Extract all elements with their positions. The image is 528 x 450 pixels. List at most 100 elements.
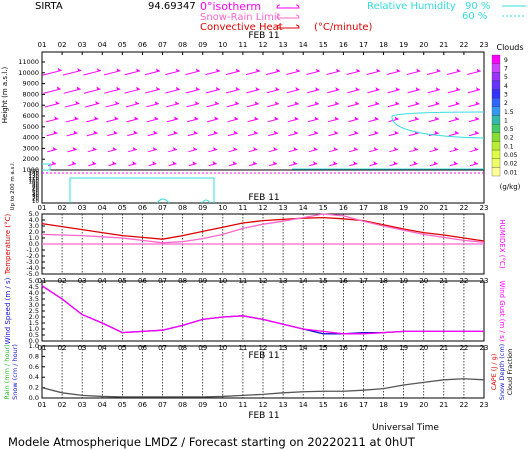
wind-arrow xyxy=(85,102,100,108)
wind-arrow xyxy=(306,70,321,76)
wind-arrow xyxy=(428,132,439,137)
y-tick-height: 9000 xyxy=(22,80,39,88)
wind-arrow-head xyxy=(375,87,380,91)
wind-arrow-head xyxy=(333,146,338,150)
humidity-contour xyxy=(156,198,211,204)
wind-arrow xyxy=(88,163,97,167)
wind-arrow xyxy=(267,118,279,123)
y-tick-low: 10 xyxy=(32,199,39,205)
wind-arrow xyxy=(348,118,359,123)
wind-arrow xyxy=(409,163,418,167)
wind-arrow-head xyxy=(455,101,460,105)
date-label-top: FEB 11 xyxy=(248,31,279,41)
cloud-scale-level: 0.01 xyxy=(504,169,518,176)
y-tick-low: 20 xyxy=(32,197,39,203)
wind-arrow xyxy=(348,132,359,137)
wind-arrow-head xyxy=(175,68,180,72)
wind-arrow-head xyxy=(313,161,318,165)
y-tick-low: 110 xyxy=(29,178,40,184)
legend-humidity: Relative Humidity xyxy=(367,1,456,12)
wind-arrow-head xyxy=(433,161,438,165)
cloud-scale-swatch xyxy=(491,54,501,64)
hour-tick-label-top: 18 xyxy=(379,41,388,49)
wind-arrow xyxy=(205,88,220,94)
wind-arrow-head xyxy=(56,86,61,90)
hour-tick-label-top: 04 xyxy=(98,41,107,49)
wind-arrow-head xyxy=(116,86,121,90)
wind-arrow-head xyxy=(393,161,398,165)
hour-label-temp-top: 06 xyxy=(138,204,147,212)
cloud-scale-level: 0.5 xyxy=(504,126,514,133)
wind-arrow-head xyxy=(416,68,421,72)
hour-tick-label-top: 01 xyxy=(38,41,47,49)
cloud-scale-level: 2 xyxy=(504,100,508,107)
wind-arrow xyxy=(348,148,358,153)
precip-hour-label: 04 xyxy=(98,401,107,409)
wind-arrow-head xyxy=(235,86,240,90)
wind-arrow-head xyxy=(193,130,198,134)
wind-arrow xyxy=(107,132,118,137)
humidity-contour xyxy=(69,177,215,203)
wind-arrow xyxy=(408,132,419,137)
wind-arrow xyxy=(62,69,82,76)
precip-hour-label: 16 xyxy=(339,401,348,409)
cloud-scale-swatch xyxy=(491,72,501,82)
wind-arrow-head xyxy=(213,130,218,134)
wind-arrow xyxy=(329,163,338,167)
y-label-windgust: Wind Gust (m / s) xyxy=(498,280,506,341)
wind-arrow xyxy=(64,102,80,108)
hour-label-temp-top: 21 xyxy=(439,204,448,212)
wind-arrow-head xyxy=(353,161,358,165)
wind-arrow xyxy=(104,88,121,94)
wind-arrow-head xyxy=(414,116,419,120)
wind-arrow xyxy=(208,163,217,167)
hour-tick-label-top: 02 xyxy=(58,41,67,49)
wind-arrow-head xyxy=(233,146,238,150)
wind-arrow xyxy=(225,70,241,76)
wind-arrow-head xyxy=(116,68,121,72)
legend-isotherm-mark xyxy=(276,4,300,9)
wind-arrow-head xyxy=(173,130,178,134)
wind-arrow xyxy=(48,163,57,167)
y-tick-height: 10000 xyxy=(18,69,39,77)
wind-arrow-head xyxy=(51,161,56,165)
precip-hour-label: 05 xyxy=(118,401,127,409)
wind-arrow-head xyxy=(376,68,381,72)
wind-arrow-head xyxy=(373,146,378,150)
wind-arrow xyxy=(429,148,439,153)
wind-arrow-head xyxy=(334,130,339,134)
wind-arrow-head xyxy=(255,86,260,90)
wind-arrow-head xyxy=(353,146,358,150)
wind-arrow xyxy=(106,118,119,123)
wind-arrow xyxy=(188,163,197,167)
wind-arrow-head xyxy=(415,101,420,105)
y-label-humidex: HUMIDEX (°C) xyxy=(498,219,506,268)
windspeed-y-tick: 2.5 xyxy=(29,307,39,315)
wind-arrow xyxy=(327,89,340,94)
wind-arrow xyxy=(108,163,117,167)
wind-arrow-head xyxy=(295,68,300,72)
wind-arrow-head xyxy=(175,86,180,90)
wind-arrow-head xyxy=(156,86,161,90)
windspeed-hour-label: 12 xyxy=(259,344,268,352)
wind-arrow-head xyxy=(92,161,97,165)
windspeed-hour-label: 06 xyxy=(138,344,147,352)
wind-arrow-head xyxy=(133,130,138,134)
wind-arrow xyxy=(205,70,221,76)
hour-tick-label-top: 11 xyxy=(238,41,247,49)
wind-arrow-head xyxy=(435,101,440,105)
wind-arrow xyxy=(166,118,179,123)
windspeed-y-tick: 1.0 xyxy=(29,325,39,333)
hour-label-temp-top: 13 xyxy=(279,204,288,212)
y-tick-low: 30 xyxy=(32,195,39,201)
y-tick-low: 130 xyxy=(29,173,40,179)
wind-arrow xyxy=(427,89,440,94)
wind-arrow xyxy=(428,118,439,123)
wind-arrow-head xyxy=(273,130,278,134)
wind-arrow-head xyxy=(294,101,299,105)
wind-arrow xyxy=(268,148,278,153)
wind-arrow xyxy=(328,148,338,153)
wind-arrow xyxy=(389,163,398,167)
wind-arrow-head xyxy=(132,146,137,150)
